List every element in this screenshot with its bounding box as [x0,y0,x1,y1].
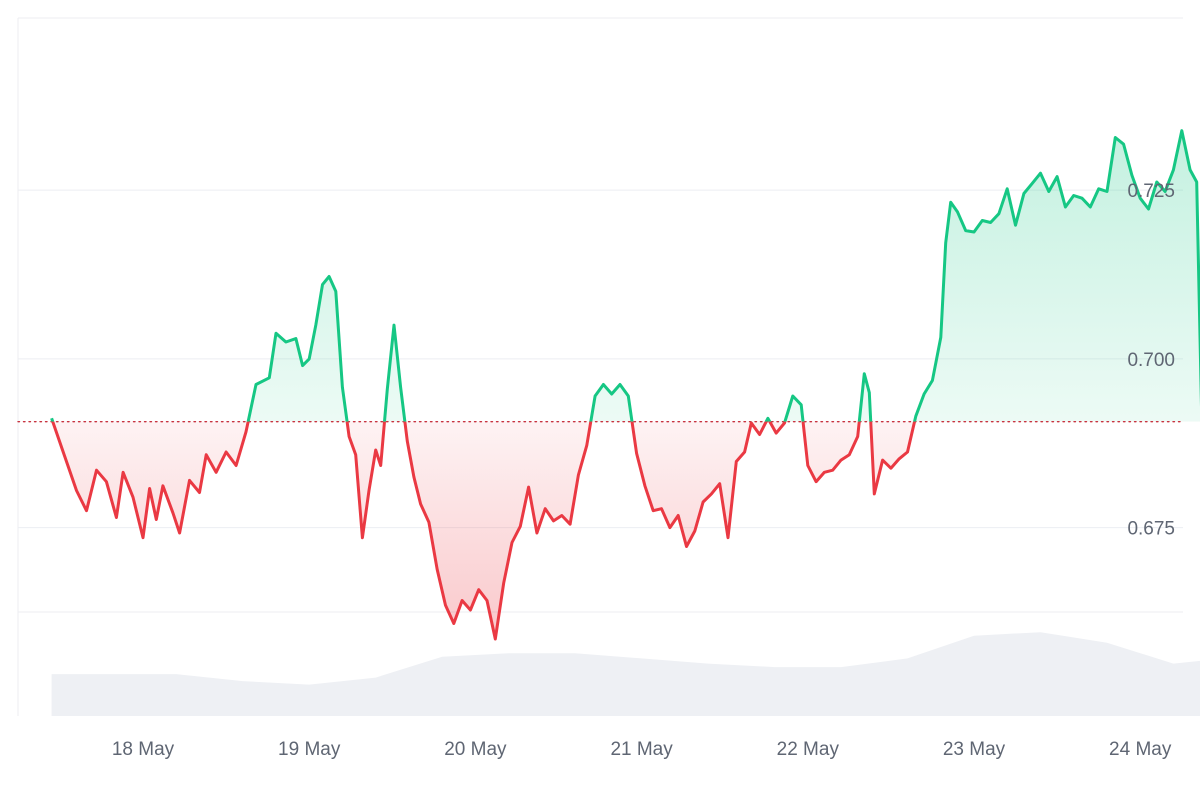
price-fill-below-baseline [51,421,1200,639]
price-line-below-baseline [51,421,917,641]
x-tick-label: 19 May [278,739,341,760]
y-axis: 0.675 0.700 0.725 [1127,181,1175,540]
y-tick-label: 0.700 [1127,350,1175,371]
x-tick-label: 18 May [112,739,175,760]
price-fill [51,130,1200,639]
x-tick-label: 22 May [777,739,840,760]
y-tick-label: 0.725 [1127,181,1175,202]
price-fill-above-baseline [51,130,1200,422]
price-line-above-baseline [50,129,1200,422]
y-tick-label: 0.675 [1127,519,1175,540]
grid-lines [17,17,1183,716]
x-tick-label: 21 May [610,739,673,760]
price-line [50,129,1200,641]
x-tick-label: 23 May [943,739,1006,760]
x-tick-label: 20 May [444,739,507,760]
volume-area [51,632,1200,716]
volume-area-shape [51,632,1200,716]
x-tick-label: 24 May [1109,739,1172,760]
x-axis: 18 May 19 May 20 May 21 May 22 May 23 May 24 M… [112,739,1172,760]
